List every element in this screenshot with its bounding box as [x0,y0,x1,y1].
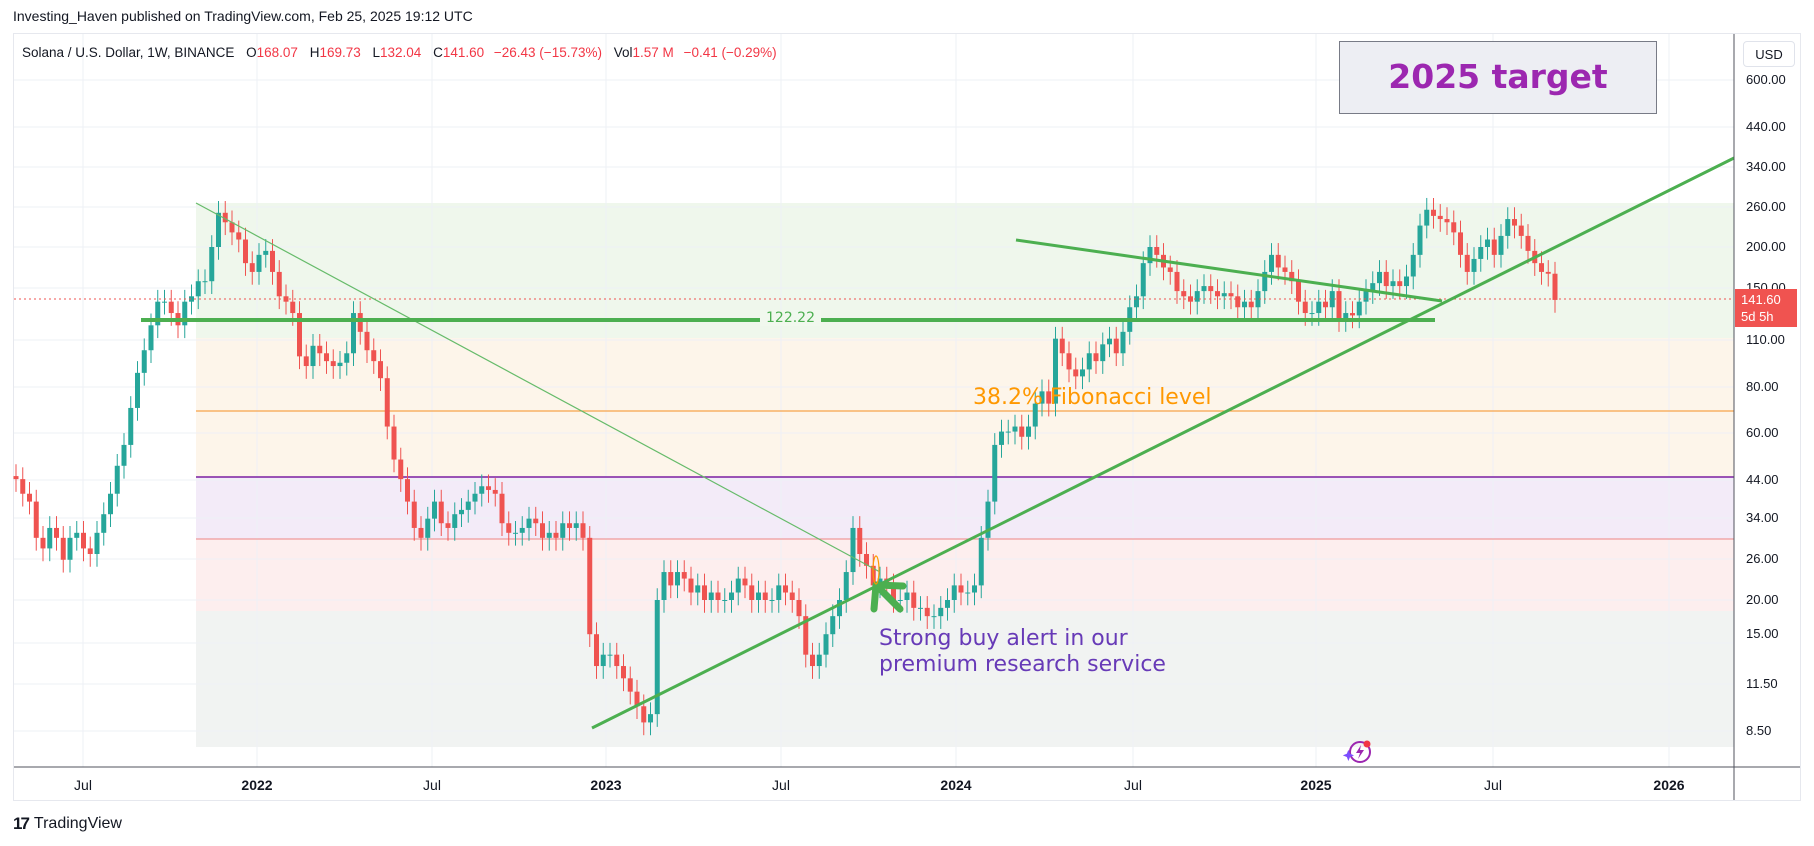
svg-text:Jul: Jul [1484,777,1502,793]
svg-text:200.00: 200.00 [1746,239,1786,254]
svg-text:340.00: 340.00 [1746,159,1786,174]
low-value: 132.04 [380,45,422,60]
svg-text:2025: 2025 [1300,777,1331,793]
time-axis-labels: Jul 2022 Jul 2023 Jul 2024 Jul 2025 Jul … [74,777,1685,793]
downtrend-line-2021 [195,202,881,573]
high-label: H [309,45,320,60]
last-price-value: 141.60 [1741,292,1781,307]
alert-line-1: Strong buy alert in our [879,626,1128,651]
symbol-label[interactable]: Solana / U.S. Dollar, 1W, BINANCE [22,45,235,60]
close-label: C [433,45,443,60]
svg-text:11.50: 11.50 [1746,676,1778,691]
published-header: Investing_Haven published on TradingView… [13,8,473,24]
svg-text:Jul: Jul [772,777,790,793]
ai-assistant-icon[interactable] [1342,737,1374,767]
svg-text:Jul: Jul [1124,777,1142,793]
volume-label: Vol [613,45,633,60]
close-value: 141.60 [442,45,485,60]
svg-text:20.00: 20.00 [1746,592,1779,607]
last-price-badge: 141.60 5d 5h [1735,289,1797,327]
svg-text:2022: 2022 [241,777,272,793]
svg-text:110.00: 110.00 [1746,332,1785,347]
svg-text:Jul: Jul [423,777,441,793]
svg-text:80.00: 80.00 [1746,379,1779,394]
open-value: 168.07 [256,45,298,60]
tradingview-logo[interactable]: 17 TradingView [13,814,122,834]
alert-line-2: premium research service [879,652,1166,677]
svg-text:15.00: 15.00 [1746,626,1779,641]
candlestick-series [13,197,1558,736]
volume-value: 1.57 M [632,45,674,60]
tradingview-logo-icon: 17 [13,814,30,833]
buy-alert-annotation[interactable]: Strong buy alert in our premium research… [879,626,1166,678]
svg-text:26.00: 26.00 [1746,551,1779,566]
svg-text:34.00: 34.00 [1746,510,1779,525]
volume-change: −0.41 (−0.29%) [683,45,777,60]
svg-text:2026: 2026 [1653,777,1684,793]
rising-support-line [591,156,1735,730]
svg-text:600.00: 600.00 [1746,72,1786,87]
descending-resistance-line [1015,238,1443,303]
low-label: L [372,45,381,60]
highlight-ellipse [872,555,880,585]
svg-text:2023: 2023 [590,777,621,793]
support-level-label: 122.22 [760,310,821,326]
svg-text:Jul: Jul [74,777,92,793]
buy-arrow-icon [870,581,907,613]
svg-text:260.00: 260.00 [1746,199,1786,214]
fib-level-label[interactable]: 38.2% Fibonacci level [973,385,1212,410]
fib-zones [196,203,1734,747]
svg-text:60.00: 60.00 [1746,425,1779,440]
svg-text:8.50: 8.50 [1746,723,1771,738]
price-axis-labels: 600.00 440.00 340.00 260.00 200.00 150.0… [1746,72,1786,738]
change-value: −26.43 (−15.73%) [493,45,602,60]
high-value: 169.73 [319,45,361,60]
chart-frame [13,33,1801,801]
svg-text:440.00: 440.00 [1746,119,1786,134]
ohlc-legend: Solana / U.S. Dollar, 1W, BINANCE O168.0… [22,45,777,60]
svg-text:2024: 2024 [940,777,971,793]
target-annotation-box[interactable]: 2025 target [1339,41,1657,114]
open-label: O [246,45,257,60]
currency-button[interactable]: USD [1743,41,1795,67]
bar-countdown: 5d 5h [1741,309,1774,324]
svg-text:44.00: 44.00 [1746,472,1779,487]
tradingview-brand: TradingView [33,815,122,832]
